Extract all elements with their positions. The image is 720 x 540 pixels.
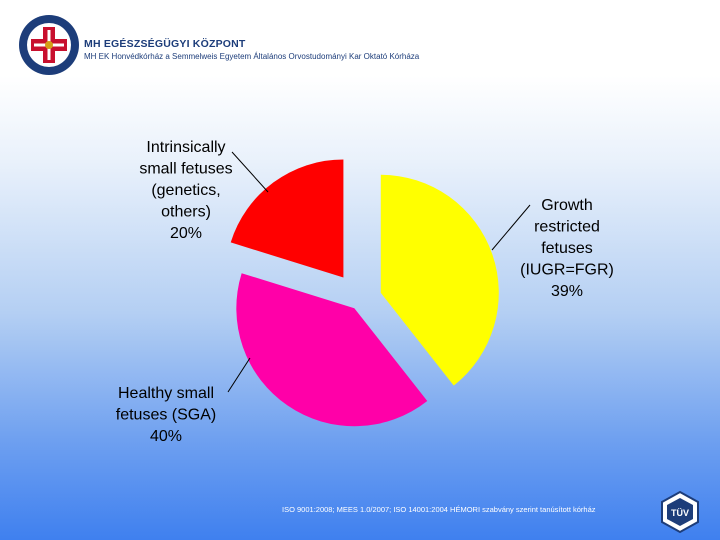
slice-label-line: 39% <box>551 283 583 300</box>
leader-line <box>491 204 531 251</box>
slice-label-line: others) <box>161 204 211 221</box>
slice-label-line: fetuses (SGA) <box>116 407 216 424</box>
slice-label-line: Growth <box>541 197 593 214</box>
pie-slice <box>380 174 499 386</box>
slice-label: Intrinsically small fetuses (genetics, othe… <box>139 139 232 242</box>
slice-label: Growth restricted fetuses (IUGR=FGR) 39% <box>520 197 614 300</box>
tuv-badge-text: TÜV <box>671 508 689 518</box>
slice-label-line: Intrinsically <box>146 139 225 156</box>
leader-line <box>227 357 251 393</box>
slice-label-line: small fetuses <box>139 161 232 178</box>
org-subtitle: MH EK Honvédkórház a Semmelweis Egyetem … <box>84 52 420 61</box>
tuv-badge-icon: TÜV <box>661 490 699 534</box>
pie-slice <box>230 159 344 278</box>
slice-label-line: 20% <box>170 225 202 242</box>
certification-text: ISO 9001:2008; MEES 1.0/2007; ISO 14001:… <box>282 505 596 514</box>
leader-line <box>231 151 269 193</box>
slice-label: Healthy small fetuses (SGA) 40% <box>116 385 216 445</box>
slice-label-line: restricted <box>534 219 600 236</box>
slice-label-line: Healthy small <box>118 385 214 402</box>
slice-label-line: (genetics, <box>151 182 220 199</box>
org-name: MH EGÉSZSÉGÜGYI KÖZPONT <box>84 38 246 50</box>
pie-slice <box>236 273 428 427</box>
slice-label-line: (IUGR=FGR) <box>520 262 614 279</box>
slice-label-line: 40% <box>150 428 182 445</box>
hospital-logo <box>19 15 79 75</box>
slice-label-line: fetuses <box>541 240 593 257</box>
header: MH EGÉSZSÉGÜGYI KÖZPONT MH EK Honvédkórh… <box>18 14 518 84</box>
